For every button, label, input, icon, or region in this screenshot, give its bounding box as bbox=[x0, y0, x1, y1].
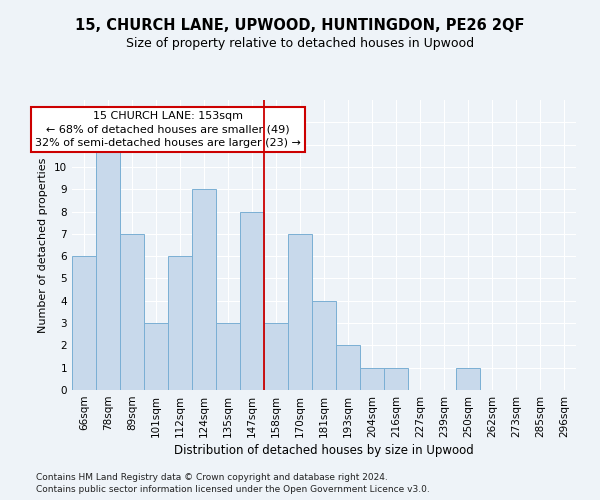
Bar bbox=[312, 301, 336, 390]
Bar bbox=[288, 234, 312, 390]
Text: Size of property relative to detached houses in Upwood: Size of property relative to detached ho… bbox=[126, 38, 474, 51]
Bar bbox=[216, 323, 240, 390]
Bar bbox=[120, 234, 144, 390]
Bar bbox=[96, 144, 120, 390]
Bar bbox=[336, 346, 360, 390]
Bar bbox=[456, 368, 480, 390]
Bar bbox=[384, 368, 408, 390]
Bar bbox=[192, 189, 216, 390]
Text: Contains HM Land Registry data © Crown copyright and database right 2024.: Contains HM Land Registry data © Crown c… bbox=[36, 472, 388, 482]
Text: 15, CHURCH LANE, UPWOOD, HUNTINGDON, PE26 2QF: 15, CHURCH LANE, UPWOOD, HUNTINGDON, PE2… bbox=[75, 18, 525, 32]
Bar bbox=[264, 323, 288, 390]
Bar bbox=[360, 368, 384, 390]
Bar bbox=[144, 323, 168, 390]
Y-axis label: Number of detached properties: Number of detached properties bbox=[38, 158, 49, 332]
X-axis label: Distribution of detached houses by size in Upwood: Distribution of detached houses by size … bbox=[174, 444, 474, 457]
Text: Contains public sector information licensed under the Open Government Licence v3: Contains public sector information licen… bbox=[36, 485, 430, 494]
Text: 15 CHURCH LANE: 153sqm
← 68% of detached houses are smaller (49)
32% of semi-det: 15 CHURCH LANE: 153sqm ← 68% of detached… bbox=[35, 111, 301, 148]
Bar bbox=[168, 256, 192, 390]
Bar bbox=[72, 256, 96, 390]
Bar bbox=[240, 212, 264, 390]
